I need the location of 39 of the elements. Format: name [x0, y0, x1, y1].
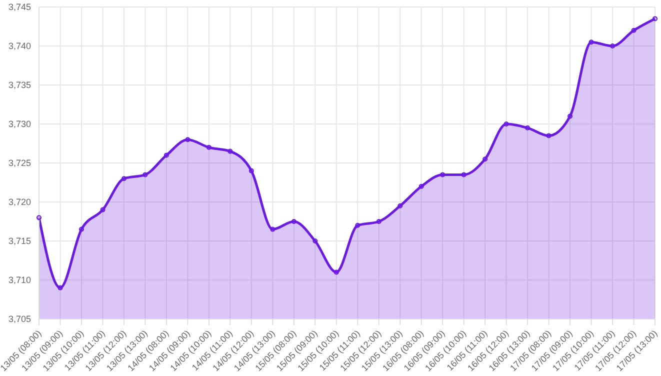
point: [78, 226, 84, 232]
point: [461, 172, 466, 178]
point: [185, 137, 190, 142]
y-tick-label: 3,740: [8, 41, 31, 52]
point: [588, 40, 594, 45]
point: [546, 133, 552, 138]
y-tick-label: 3,735: [8, 80, 31, 90]
y-tick-label: 3,720: [8, 197, 31, 208]
point: [248, 168, 254, 174]
point: [206, 144, 212, 150]
point: [121, 176, 126, 182]
point: [652, 16, 658, 22]
point: [142, 172, 148, 178]
point: [504, 122, 509, 126]
point: [525, 125, 530, 130]
point: [440, 172, 446, 178]
y-tick-label: 3,705: [8, 314, 31, 324]
y-tick-label: 3,710: [8, 275, 31, 286]
point: [36, 215, 42, 220]
y-tick-label: 3,730: [8, 119, 31, 130]
point: [398, 203, 403, 208]
point: [418, 184, 424, 189]
point: [291, 219, 296, 224]
point: [482, 156, 488, 162]
point: [334, 270, 339, 275]
y-tick-label: 3,725: [8, 158, 31, 168]
point: [355, 222, 360, 228]
point: [100, 207, 106, 212]
y-tick-label: 3,715: [8, 236, 31, 246]
point: [270, 226, 276, 232]
y-tick-label: 3,745: [8, 2, 31, 12]
point: [568, 114, 573, 119]
point: [376, 219, 382, 224]
point: [631, 28, 636, 33]
point: [58, 285, 63, 290]
point: [228, 148, 233, 154]
point: [312, 238, 318, 244]
point: [610, 44, 616, 48]
point: [164, 152, 169, 158]
